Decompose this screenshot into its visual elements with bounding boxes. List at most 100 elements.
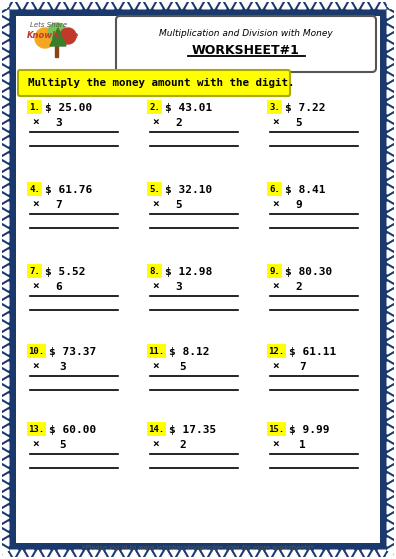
Text: $ 61.11: $ 61.11	[289, 347, 336, 357]
Text: 12.: 12.	[268, 348, 285, 357]
Polygon shape	[50, 28, 66, 46]
Polygon shape	[387, 306, 394, 314]
Polygon shape	[387, 58, 394, 66]
Polygon shape	[178, 550, 186, 557]
Polygon shape	[2, 114, 9, 122]
Polygon shape	[210, 550, 218, 557]
Polygon shape	[154, 550, 162, 557]
Text: 5: 5	[59, 440, 66, 450]
Polygon shape	[250, 550, 258, 557]
Polygon shape	[18, 550, 26, 557]
Circle shape	[48, 23, 66, 41]
Polygon shape	[58, 550, 66, 557]
Polygon shape	[138, 2, 146, 9]
Polygon shape	[2, 330, 9, 338]
Polygon shape	[330, 2, 338, 9]
Polygon shape	[2, 538, 9, 546]
Polygon shape	[2, 362, 9, 370]
Polygon shape	[387, 290, 394, 298]
FancyBboxPatch shape	[267, 422, 286, 436]
Polygon shape	[82, 2, 90, 9]
Polygon shape	[387, 114, 394, 122]
Polygon shape	[387, 202, 394, 210]
Polygon shape	[2, 50, 9, 58]
Text: 7.: 7.	[29, 268, 40, 277]
Text: 14.: 14.	[148, 425, 165, 434]
Polygon shape	[130, 550, 138, 557]
Polygon shape	[387, 418, 394, 426]
FancyBboxPatch shape	[27, 100, 42, 114]
Polygon shape	[2, 130, 9, 138]
Polygon shape	[387, 26, 394, 34]
Polygon shape	[362, 550, 370, 557]
Text: 1.: 1.	[29, 103, 40, 112]
FancyBboxPatch shape	[18, 70, 290, 96]
Polygon shape	[2, 426, 9, 434]
Polygon shape	[2, 218, 9, 226]
Polygon shape	[387, 210, 394, 218]
Polygon shape	[2, 106, 9, 114]
Text: $ 8.12: $ 8.12	[169, 347, 209, 357]
Polygon shape	[2, 466, 9, 474]
Polygon shape	[387, 226, 394, 234]
Polygon shape	[234, 2, 242, 9]
Polygon shape	[330, 550, 338, 557]
Polygon shape	[2, 82, 9, 90]
Polygon shape	[387, 522, 394, 530]
Polygon shape	[387, 346, 394, 354]
FancyBboxPatch shape	[267, 100, 282, 114]
Polygon shape	[387, 34, 394, 42]
FancyBboxPatch shape	[27, 264, 42, 278]
Polygon shape	[290, 2, 298, 9]
Polygon shape	[202, 2, 210, 9]
FancyBboxPatch shape	[267, 182, 282, 196]
Polygon shape	[234, 550, 242, 557]
Polygon shape	[387, 178, 394, 186]
Text: Lets Share: Lets Share	[30, 22, 67, 28]
Polygon shape	[387, 402, 394, 410]
Polygon shape	[90, 2, 98, 9]
Polygon shape	[387, 386, 394, 394]
Polygon shape	[306, 2, 314, 9]
Text: Multiplication and Division with Money: Multiplication and Division with Money	[159, 30, 333, 39]
Polygon shape	[387, 322, 394, 330]
Polygon shape	[26, 2, 34, 9]
Polygon shape	[387, 514, 394, 522]
Polygon shape	[2, 314, 9, 322]
Polygon shape	[2, 474, 9, 482]
FancyBboxPatch shape	[267, 344, 286, 358]
Polygon shape	[387, 442, 394, 450]
Polygon shape	[2, 370, 9, 378]
Polygon shape	[2, 58, 9, 66]
Polygon shape	[2, 338, 9, 346]
Polygon shape	[387, 474, 394, 482]
FancyBboxPatch shape	[147, 422, 166, 436]
Polygon shape	[387, 434, 394, 442]
Polygon shape	[387, 122, 394, 130]
Polygon shape	[2, 194, 9, 202]
Polygon shape	[2, 514, 9, 522]
Polygon shape	[50, 2, 58, 9]
Polygon shape	[387, 258, 394, 266]
Polygon shape	[387, 154, 394, 162]
Polygon shape	[2, 178, 9, 186]
Polygon shape	[130, 2, 138, 9]
Polygon shape	[386, 550, 394, 557]
FancyBboxPatch shape	[27, 422, 46, 436]
Text: ×: ×	[272, 362, 279, 372]
Polygon shape	[354, 550, 362, 557]
Text: *Please log in to www.letsshareknowledge.com for more worksheets*: *Please log in to www.letsshareknowledge…	[82, 545, 314, 551]
Polygon shape	[10, 550, 18, 557]
FancyBboxPatch shape	[27, 182, 42, 196]
Text: 4.: 4.	[29, 186, 40, 195]
Polygon shape	[387, 330, 394, 338]
Polygon shape	[34, 550, 42, 557]
Text: 2: 2	[175, 118, 182, 128]
Polygon shape	[2, 66, 9, 74]
Polygon shape	[138, 550, 146, 557]
Polygon shape	[290, 550, 298, 557]
Polygon shape	[34, 2, 42, 9]
Polygon shape	[387, 74, 394, 82]
FancyBboxPatch shape	[147, 182, 162, 196]
Text: Knowledge: Knowledge	[27, 31, 79, 40]
